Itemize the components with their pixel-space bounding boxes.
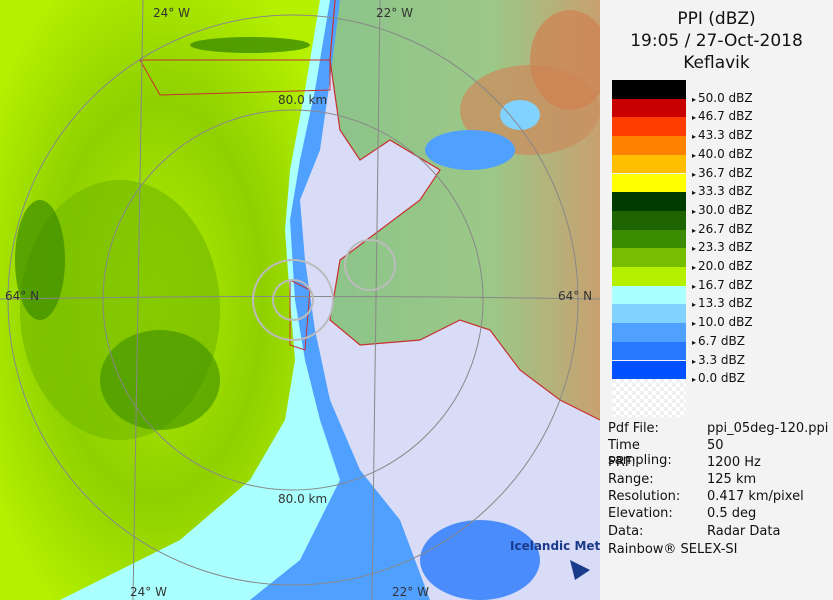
range-label: 80.0 km (278, 93, 327, 107)
legend-label: 0.0 dBZ (692, 371, 745, 385)
timestamp: 19:05 / 27-Oct-2018 (630, 31, 803, 51)
radar-map: 24° W 22° W 24° W 22° W 64° N 64° N 80.0… (0, 0, 600, 600)
legend-label: 16.7 dBZ (692, 278, 753, 292)
info-value: 0.5 deg (707, 506, 757, 522)
info-label: PRF: (608, 455, 636, 471)
info-row: Elevation: 0.5 deg (608, 506, 828, 523)
info-value: ppi_05deg-120.ppi (707, 421, 829, 436)
legend-swatch (612, 192, 686, 211)
legend-label: 30.0 dBZ (692, 203, 753, 217)
legend-swatch (612, 173, 686, 193)
coastline (139, 59, 331, 96)
legend-swatch (612, 360, 686, 380)
parallel (0, 296, 600, 300)
legend-swatch (612, 136, 686, 155)
range-ring (344, 239, 396, 291)
lat-label: 64° N (558, 289, 592, 303)
info-label: Elevation: (608, 506, 673, 522)
legend-swatch (612, 304, 686, 324)
info-row: Time sampling: 50 (608, 438, 828, 469)
highland (530, 10, 600, 110)
legend-label: 36.7 dBZ (692, 166, 753, 180)
legend-label: 20.0 dBZ (692, 259, 753, 273)
coastline (289, 279, 311, 351)
coastline (329, 0, 600, 421)
legend-swatch (612, 323, 686, 342)
logo-text: Icelandic Met Office (510, 539, 600, 553)
info-value: 50 (707, 438, 724, 454)
legend-swatch-nodata (612, 379, 686, 417)
legend-swatch (612, 80, 686, 99)
range-ring (102, 109, 484, 491)
legend-label: 40.0 dBZ (692, 147, 753, 161)
lon-label: 22° W (376, 6, 413, 20)
range-ring (7, 14, 579, 586)
echo-strong (100, 330, 220, 430)
info-value: Radar Data (707, 523, 781, 539)
lat-label: 64° N (5, 289, 39, 303)
legend-label: 3.3 dBZ (692, 353, 745, 367)
lon-label: 24° W (130, 585, 167, 599)
info-row: Range: 125 km (608, 472, 828, 489)
echo-cell (425, 130, 515, 170)
info-label: Range: (608, 472, 654, 488)
legend-label: 23.3 dBZ (692, 240, 753, 254)
legend-label: 46.7 dBZ (692, 109, 753, 123)
info-value: 1200 Hz (707, 455, 761, 471)
info-label: Resolution: (608, 489, 681, 505)
info-label: Pdf File: (608, 421, 659, 436)
meridian (132, 0, 144, 600)
legend-label: 6.7 dBZ (692, 334, 745, 348)
legend-label: 43.3 dBZ (692, 128, 753, 142)
info-value: 125 km (707, 472, 757, 488)
lon-label: 22° W (392, 585, 429, 599)
info-label: Time sampling: (608, 438, 672, 469)
side-panel: PPI (dBZ) 19:05 / 27-Oct-2018 Keflavik 5… (600, 0, 833, 600)
legend-swatch (612, 267, 686, 286)
legend-label: 33.3 dBZ (692, 184, 753, 198)
legend-swatch (612, 341, 686, 361)
info-row: PRF: 1200 Hz (608, 455, 828, 472)
logo: Icelandic Met Office (510, 539, 600, 580)
meridian (371, 0, 381, 600)
info-row: Pdf File: ppi_05deg-120.ppi (608, 421, 828, 438)
legend-swatch (612, 285, 686, 305)
info-label: Data: (608, 523, 644, 539)
legend-label: 13.3 dBZ (692, 296, 753, 310)
echo-cell (420, 520, 540, 600)
site: Keflavik (683, 53, 750, 73)
legend-swatch (612, 98, 686, 118)
legend-swatch (612, 248, 686, 267)
lon-label: 24° W (153, 6, 190, 20)
footer: Rainbow® SELEX-SI (608, 542, 738, 557)
range-ring (252, 259, 334, 341)
title: PPI (dBZ) (677, 9, 756, 29)
range-label: 80.0 km (278, 492, 327, 506)
logo-mark (570, 560, 590, 580)
range-ring (272, 279, 314, 321)
info-row: Resolution: 0.417 km/pixel (608, 489, 828, 506)
legend-swatch (612, 229, 686, 249)
legend-swatch (612, 210, 686, 230)
echo-band (190, 37, 310, 53)
legend-swatch (612, 117, 686, 137)
legend-swatch (612, 154, 686, 174)
info-row: Data: Radar Data (608, 524, 828, 541)
legend-label: 26.7 dBZ (692, 222, 753, 236)
legend-label: 50.0 dBZ (692, 91, 753, 105)
echo-cell (500, 100, 540, 130)
legend-label: 10.0 dBZ (692, 315, 753, 329)
echo-strong (15, 200, 65, 320)
info-table: Pdf File: ppi_05deg-120.ppi Time sampling:… (608, 421, 828, 541)
info-value: 0.417 km/pixel (707, 489, 804, 505)
